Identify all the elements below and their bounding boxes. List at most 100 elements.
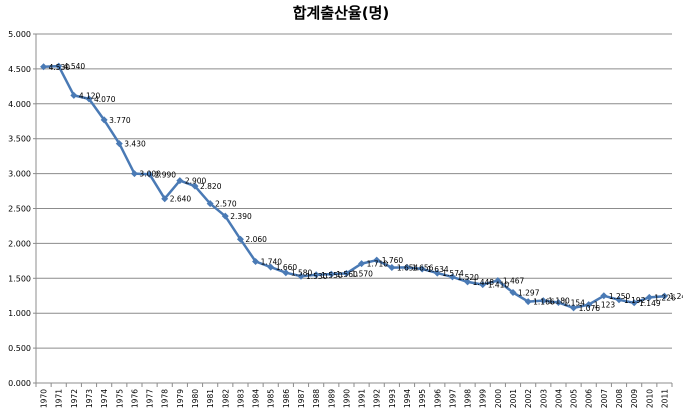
data-label: 1.250: [609, 292, 631, 301]
data-point: [373, 256, 381, 264]
data-label: 1.656: [412, 263, 434, 272]
data-point: [130, 170, 138, 178]
x-tick-label: 1976: [130, 389, 139, 408]
y-tick-label: 1.000: [8, 309, 31, 318]
data-label: 2.990: [155, 170, 177, 179]
data-label: 1.244: [669, 292, 683, 301]
x-tick-label: 1988: [312, 389, 321, 408]
data-label: 3.430: [124, 140, 146, 149]
data-point: [570, 304, 578, 312]
data-point: [206, 200, 214, 208]
data-point: [176, 177, 184, 185]
data-point: [433, 269, 441, 277]
data-label: 3.000: [139, 170, 161, 179]
data-point: [554, 298, 562, 306]
y-tick-label: 4.000: [8, 100, 31, 109]
data-label: 1.740: [261, 258, 283, 267]
data-point: [418, 265, 426, 273]
y-tick-label: 5.000: [8, 30, 31, 39]
data-label: 2.570: [215, 200, 237, 209]
data-point: [252, 258, 260, 266]
data-label: 1.467: [503, 277, 525, 286]
data-label: 2.390: [230, 212, 252, 221]
x-tick-label: 1981: [206, 389, 215, 408]
x-tick-label: 1993: [388, 389, 397, 408]
x-tick-label: 2002: [524, 389, 533, 408]
data-label: 3.770: [109, 116, 131, 125]
y-tick-label: 4.500: [8, 65, 31, 74]
data-label: 1.076: [579, 304, 601, 313]
series-layer: [40, 62, 668, 312]
x-tick-label: 1971: [55, 389, 64, 408]
x-tick-label: 1997: [448, 389, 457, 408]
x-tick-label: 1973: [85, 389, 94, 408]
data-label: 4.530: [49, 63, 71, 72]
x-tick-label: 2010: [645, 389, 654, 408]
data-point: [509, 288, 517, 296]
x-tick-label: 2007: [600, 389, 609, 408]
x-tick-label: 1972: [70, 389, 79, 408]
data-label: 1.154: [563, 298, 585, 307]
x-tick-label: 1974: [100, 389, 109, 408]
data-point: [645, 293, 653, 301]
y-tick-label: 3.000: [8, 170, 31, 179]
data-label: 1.654: [397, 264, 419, 273]
data-label: 1.448: [473, 278, 495, 287]
data-label: 1.574: [442, 269, 464, 278]
x-tick-label: 1980: [191, 389, 200, 408]
data-point: [388, 264, 396, 272]
data-label: 1.710: [367, 260, 389, 269]
data-point: [191, 182, 199, 190]
data-point: [267, 263, 275, 271]
data-point: [479, 281, 487, 289]
data-label: 1.760: [382, 256, 404, 265]
x-tick-label: 1985: [267, 389, 276, 408]
data-label: 1.660: [276, 263, 298, 272]
data-label: 1.166: [533, 298, 555, 307]
data-label: 1.180: [548, 297, 570, 306]
data-point: [464, 278, 472, 286]
x-tick-label: 1986: [282, 389, 291, 408]
x-tick-label: 1970: [40, 389, 49, 408]
data-point: [40, 63, 48, 71]
y-tick-label: 2.000: [8, 239, 31, 248]
x-tick-label: 2001: [509, 389, 518, 408]
data-point: [630, 299, 638, 307]
x-tick-label: 2009: [630, 389, 639, 408]
data-label: 1.123: [594, 301, 616, 310]
x-tick-label: 1996: [433, 389, 442, 408]
data-label: 1.560: [336, 270, 358, 279]
data-label: 2.900: [185, 177, 207, 186]
data-point: [539, 297, 547, 305]
x-tick-label: 1989: [327, 389, 336, 408]
data-label: 1.550: [321, 271, 343, 280]
x-tick-label: 2004: [554, 389, 563, 408]
x-tick-label: 1995: [418, 389, 427, 408]
data-point: [282, 269, 290, 277]
data-point: [327, 270, 335, 278]
data-point: [358, 260, 366, 268]
data-point: [403, 263, 411, 271]
data-point: [660, 292, 668, 300]
x-tick-label: 2006: [585, 389, 594, 408]
x-tick-label: 1979: [176, 389, 185, 408]
x-tick-label: 1982: [221, 389, 230, 408]
data-point: [297, 272, 305, 280]
data-label: 2.640: [170, 195, 192, 204]
data-label: 1.149: [639, 299, 661, 308]
data-label: 1.297: [518, 288, 540, 297]
x-tick-label: 1994: [403, 389, 412, 408]
x-tick-label: 2011: [660, 389, 669, 408]
data-point: [85, 95, 93, 103]
data-point: [100, 116, 108, 124]
x-tick-label: 1984: [252, 389, 261, 408]
data-point: [600, 292, 608, 300]
y-tick-label: 1.500: [8, 274, 31, 283]
x-tick-label: 1977: [146, 389, 155, 408]
data-label: 1.580: [291, 269, 313, 278]
y-tick-label: 0.500: [8, 344, 31, 353]
data-label: 4.540: [64, 62, 86, 71]
